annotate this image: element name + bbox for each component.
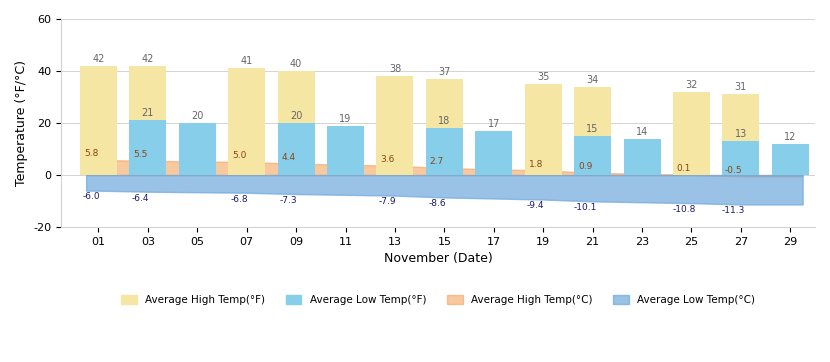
Bar: [178, 123, 216, 175]
Text: 18: 18: [438, 116, 451, 126]
Bar: [277, 71, 315, 175]
Bar: [80, 66, 117, 175]
Text: 12: 12: [784, 132, 797, 142]
Text: 2.7: 2.7: [430, 157, 444, 167]
Text: 37: 37: [438, 67, 451, 77]
X-axis label: November (Date): November (Date): [383, 252, 492, 265]
Legend: Average High Temp(°F), Average Low Temp(°F), Average High Temp(°C), Average Low : Average High Temp(°F), Average Low Temp(…: [117, 291, 759, 309]
Text: -6.4: -6.4: [132, 194, 149, 202]
Bar: [673, 92, 710, 175]
Bar: [772, 144, 808, 175]
Text: 13: 13: [735, 129, 747, 139]
Text: 5.5: 5.5: [134, 150, 148, 159]
Bar: [476, 131, 512, 175]
Text: 41: 41: [241, 56, 253, 66]
Bar: [574, 136, 611, 175]
Text: 19: 19: [339, 114, 352, 123]
Text: 40: 40: [290, 59, 302, 69]
Text: -7.9: -7.9: [378, 197, 397, 206]
Text: 38: 38: [388, 64, 401, 74]
Text: 32: 32: [686, 80, 698, 90]
Text: -9.4: -9.4: [527, 201, 544, 210]
Bar: [525, 84, 562, 175]
Text: -8.6: -8.6: [428, 199, 446, 208]
Text: 5.8: 5.8: [84, 150, 98, 159]
Bar: [574, 87, 611, 175]
Bar: [377, 76, 413, 175]
Bar: [228, 68, 266, 175]
Bar: [129, 66, 166, 175]
Text: 4.4: 4.4: [281, 153, 295, 162]
Text: -11.3: -11.3: [722, 206, 745, 215]
Text: 20: 20: [290, 111, 302, 121]
Text: 21: 21: [142, 108, 154, 118]
Bar: [722, 94, 759, 175]
Bar: [129, 121, 166, 175]
Text: 1.8: 1.8: [529, 160, 543, 169]
Text: 3.6: 3.6: [380, 155, 395, 164]
Y-axis label: Temperature (°F/°C): Temperature (°F/°C): [15, 60, 28, 186]
Text: 14: 14: [636, 127, 648, 136]
Text: 31: 31: [735, 82, 747, 92]
Text: 42: 42: [142, 54, 154, 64]
Text: 0.9: 0.9: [578, 162, 593, 171]
Text: 20: 20: [191, 111, 203, 121]
Text: -0.5: -0.5: [725, 166, 742, 175]
Text: 17: 17: [487, 119, 500, 129]
Text: 0.1: 0.1: [676, 164, 691, 173]
Bar: [426, 79, 463, 175]
Bar: [722, 141, 759, 175]
Text: -6.0: -6.0: [82, 193, 100, 202]
Text: 42: 42: [92, 54, 105, 64]
Text: -10.8: -10.8: [672, 205, 696, 214]
Text: 35: 35: [537, 72, 549, 82]
Text: -6.8: -6.8: [231, 194, 248, 203]
Text: -7.3: -7.3: [280, 196, 297, 205]
Text: -10.1: -10.1: [574, 203, 597, 212]
Bar: [623, 139, 661, 175]
Text: 15: 15: [587, 124, 598, 134]
Text: 5.0: 5.0: [232, 151, 247, 160]
Text: 34: 34: [587, 75, 598, 85]
Bar: [327, 126, 364, 175]
Bar: [277, 123, 315, 175]
Bar: [426, 128, 463, 175]
